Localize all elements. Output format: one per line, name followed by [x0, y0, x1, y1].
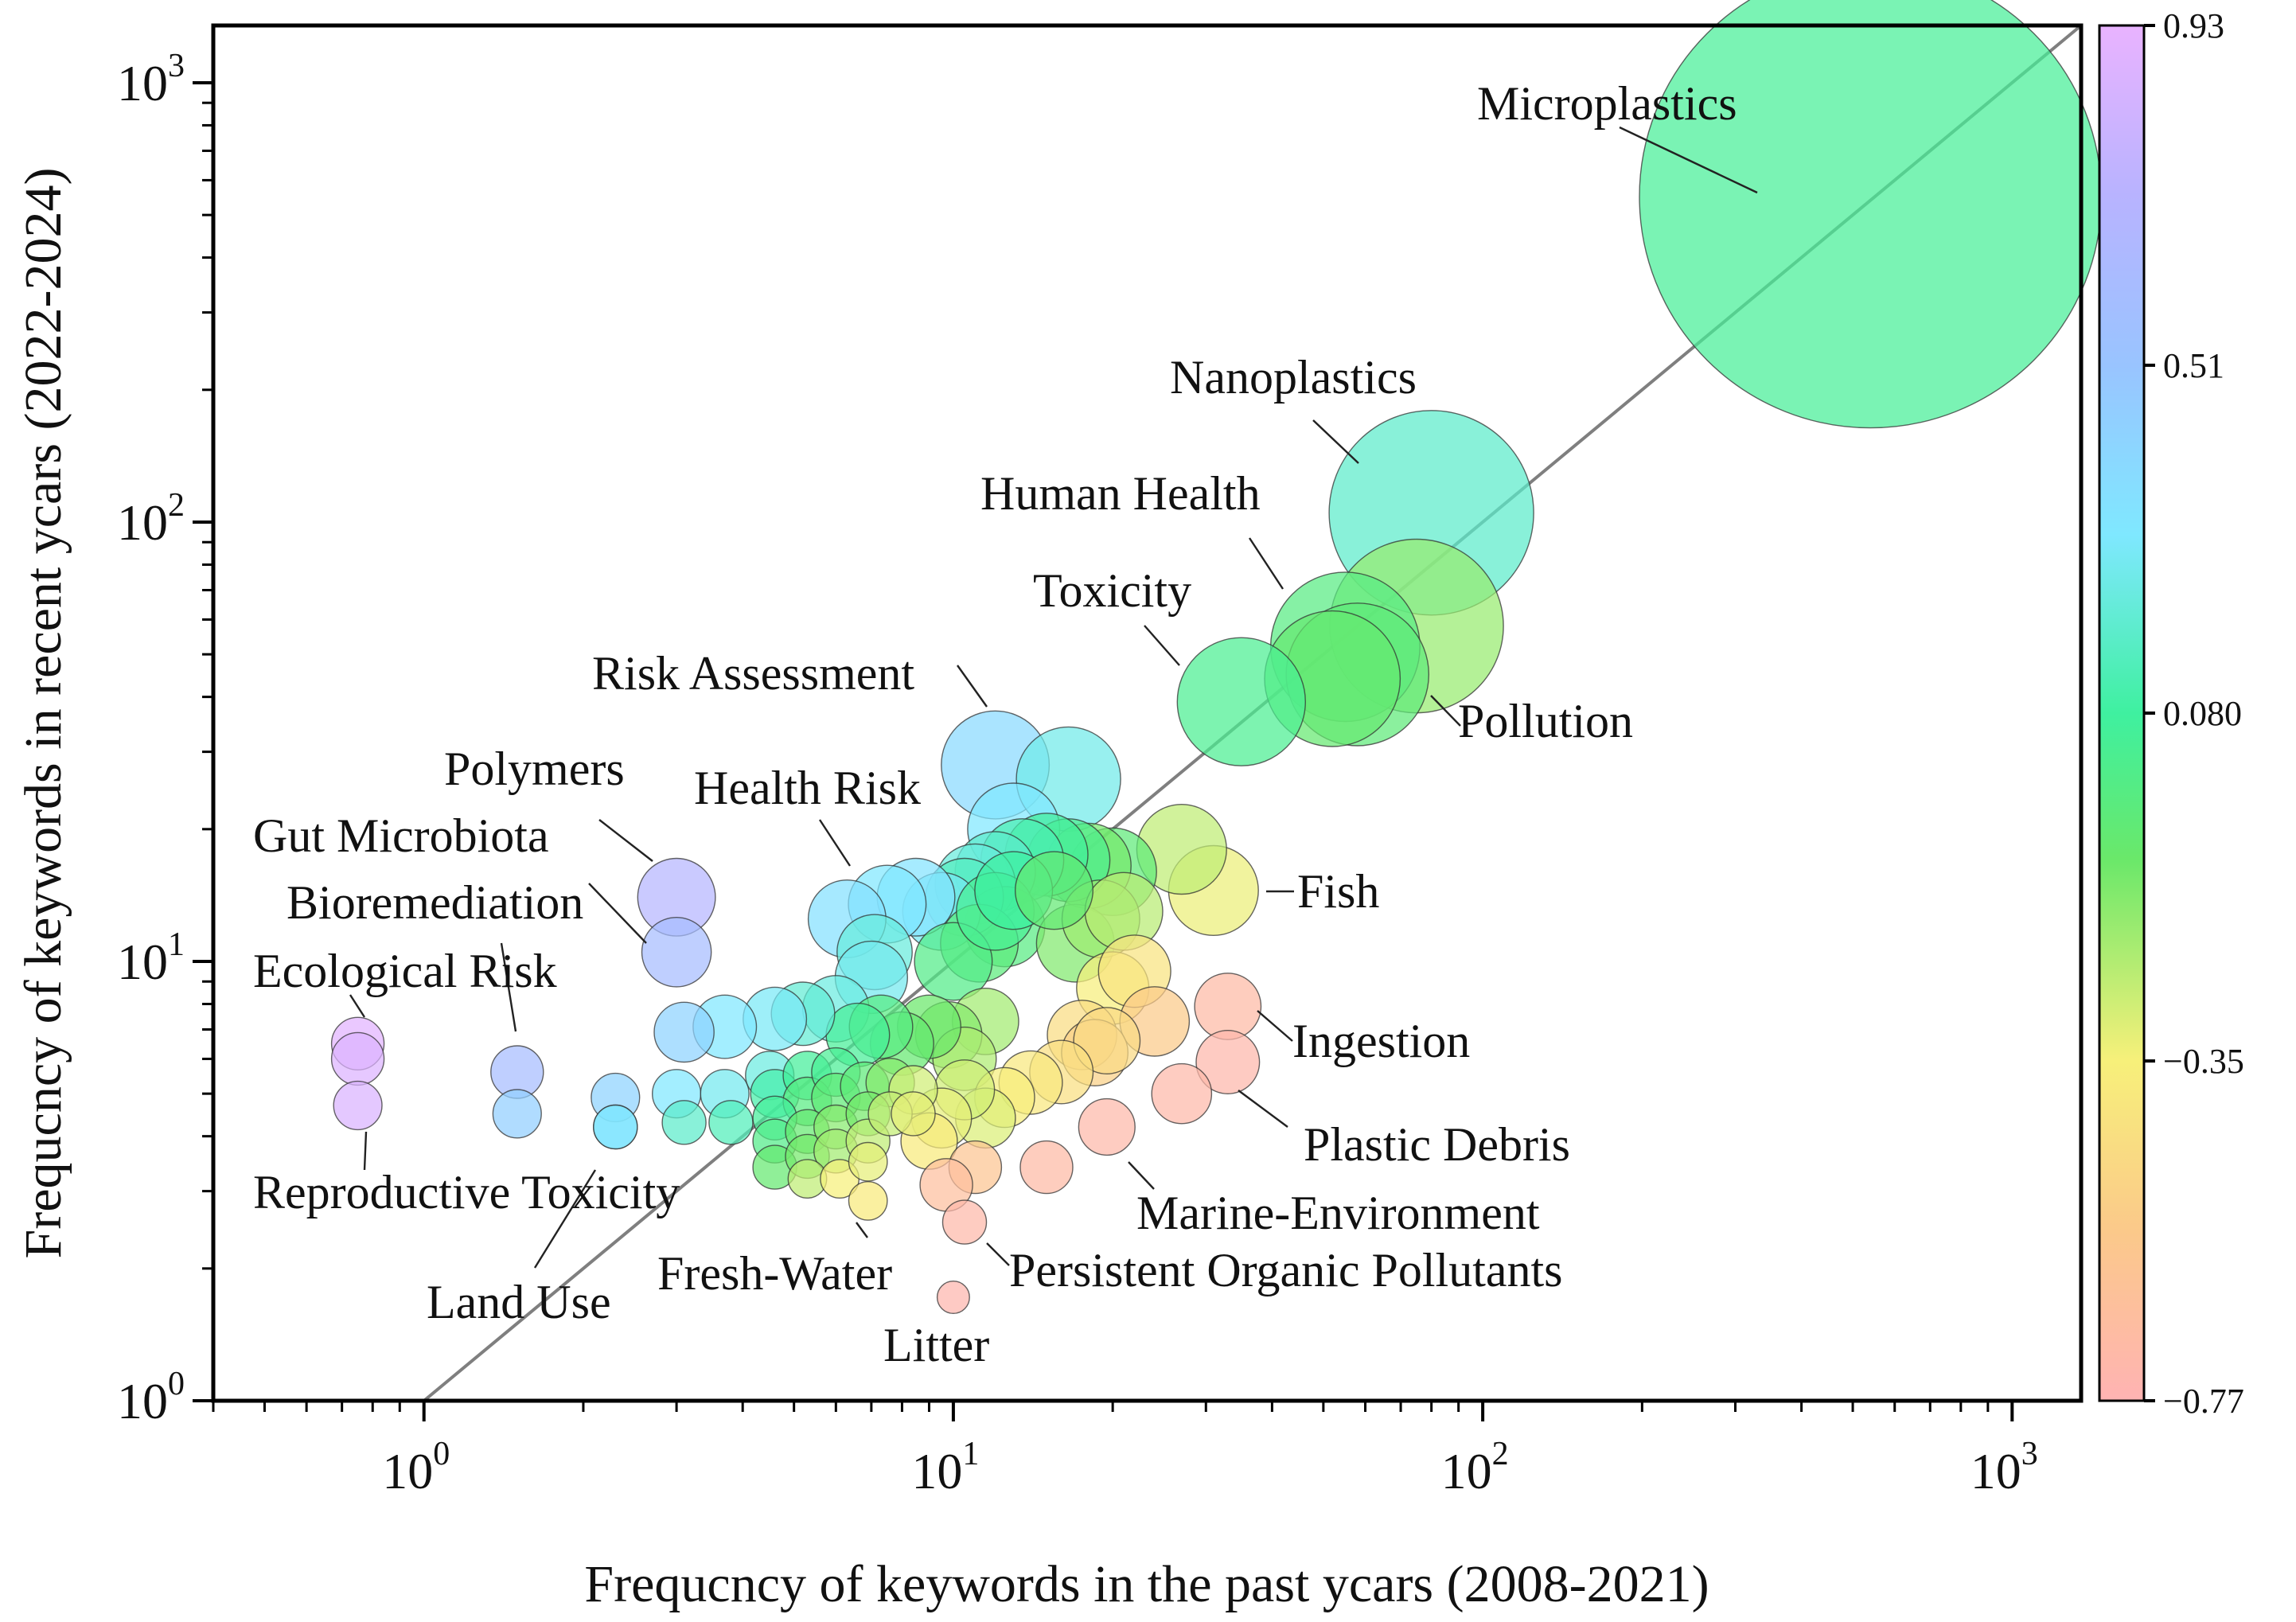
- bubble-land-use: [593, 1104, 638, 1150]
- bubble-gut-microbiota: [641, 917, 712, 988]
- label-plastic-debris: Plastic Debris: [1304, 1118, 1570, 1171]
- y-axis: 100 101 102 103: [117, 48, 213, 1429]
- leader-persistent-organic-pollutants: [986, 1242, 1010, 1266]
- label-gut-microbiota: Gut Microbiota: [253, 809, 549, 862]
- leader-gut-microbiota: [588, 883, 647, 944]
- x-axis-label: Frequcncy of keywords in the past ycars …: [584, 1555, 1709, 1613]
- colorbar-tick-label: −0.35: [2163, 1042, 2244, 1081]
- bubble: [1014, 851, 1093, 930]
- bubble: [492, 1089, 542, 1139]
- label-pollution: Pollution: [1458, 695, 1633, 747]
- label-ecological-risk: Ecological Risk: [253, 945, 557, 997]
- colorbar-tick-label: 0.51: [2163, 346, 2224, 385]
- colorbar-axis: 0.93 0.51 0.080 −0.35 −0.77: [2144, 6, 2244, 1421]
- colorbar-gradient: [2098, 24, 2146, 1402]
- bubble-marine-environment: [1078, 1098, 1136, 1156]
- bubble-ingestion: [1194, 973, 1262, 1040]
- label-risk-assessment: Risk Assessment: [592, 647, 914, 700]
- leader-land-use: [533, 1169, 597, 1269]
- leader-lines: [349, 126, 1758, 1269]
- bubble-layer: [330, 0, 2103, 1314]
- leader-ecological-risk: [349, 994, 366, 1018]
- annotations: Microplastics Nanoplastics Human Health …: [253, 77, 1737, 1371]
- colorbar-tick-label: 0.93: [2163, 6, 2224, 45]
- leader-toxicity: [1144, 625, 1180, 666]
- bubble: [891, 1091, 936, 1137]
- bubble: [708, 1100, 754, 1145]
- x-tick-label: 100: [382, 1436, 450, 1499]
- bubble: [330, 1031, 385, 1086]
- y-axis-label: Frequcncy of keywords in recent ycars (2…: [14, 168, 72, 1259]
- label-toxicity: Toxicity: [1033, 564, 1191, 617]
- leader-risk-assessment: [957, 665, 988, 708]
- x-tick-label: 101: [911, 1436, 979, 1499]
- plot-frame: [211, 23, 2084, 1403]
- bubble: [848, 1141, 888, 1182]
- leader-pollution: [1430, 695, 1461, 727]
- bubble-toxicity: [1176, 637, 1307, 766]
- y-tick-label: 101: [117, 926, 185, 990]
- y-tick-label: 100: [117, 1366, 185, 1429]
- leader-health-risk: [818, 819, 852, 867]
- label-persistent-organic-pollutants: Persistent Organic Pollutants: [1009, 1244, 1563, 1296]
- leader-marine-environment: [1128, 1161, 1155, 1190]
- colorbar-tick-label: 0.080: [2163, 694, 2242, 733]
- y-tick-label: 102: [117, 487, 185, 551]
- bubble-reproductive-toxicity: [333, 1080, 383, 1131]
- x-axis: 100 101 102 103: [212, 1401, 2038, 1499]
- bubble-microplastics: [1639, 0, 2103, 429]
- label-land-use: Land Use: [427, 1276, 611, 1328]
- x-tick-label: 102: [1441, 1436, 1509, 1499]
- bubble-litter: [936, 1280, 970, 1314]
- leader-polymers: [598, 819, 653, 862]
- label-human-health: Human Health: [980, 467, 1261, 520]
- label-bioremediation: Bioremediation: [287, 876, 583, 929]
- leader-ingestion: [1257, 1010, 1293, 1042]
- leader-nanoplastics: [1312, 419, 1359, 464]
- label-fresh-water: Fresh-Water: [657, 1247, 892, 1300]
- label-fish: Fish: [1297, 865, 1379, 918]
- bubble: [1019, 1140, 1074, 1195]
- bubble-plastic-debris: [1195, 1029, 1261, 1094]
- leader-reproductive-toxicity: [363, 1131, 368, 1171]
- leader-plastic-debris: [1238, 1090, 1288, 1128]
- label-reproductive-toxicity: Reproductive Toxicity: [253, 1166, 680, 1218]
- label-microplastics: Microplastics: [1477, 77, 1737, 130]
- bubble: [1073, 1007, 1141, 1075]
- y-tick-label: 103: [117, 48, 185, 111]
- label-nanoplastics: Nanoplastics: [1170, 351, 1417, 404]
- bubble: [848, 1181, 888, 1221]
- bubble-persistent-organic-pollutants: [941, 1199, 988, 1245]
- leader-human-health: [1248, 537, 1284, 590]
- bubble: [1151, 1062, 1213, 1125]
- leader-microplastics: [1619, 126, 1758, 194]
- leader-fresh-water: [856, 1222, 868, 1238]
- label-polymers: Polymers: [444, 743, 625, 795]
- colorbar: 0.93 0.51 0.080 −0.35 −0.77: [2098, 6, 2244, 1421]
- bubble: [661, 1100, 707, 1145]
- x-tick-label: 103: [1971, 1436, 2038, 1499]
- label-ingestion: Ingestion: [1292, 1015, 1470, 1067]
- label-health-risk: Health Risk: [694, 762, 921, 814]
- label-marine-environment: Marine-Environment: [1136, 1187, 1540, 1239]
- leader-bioremediation: [500, 942, 517, 1032]
- bubble: [653, 1001, 715, 1063]
- colorbar-tick-label: −0.77: [2163, 1382, 2244, 1421]
- label-litter: Litter: [883, 1319, 989, 1371]
